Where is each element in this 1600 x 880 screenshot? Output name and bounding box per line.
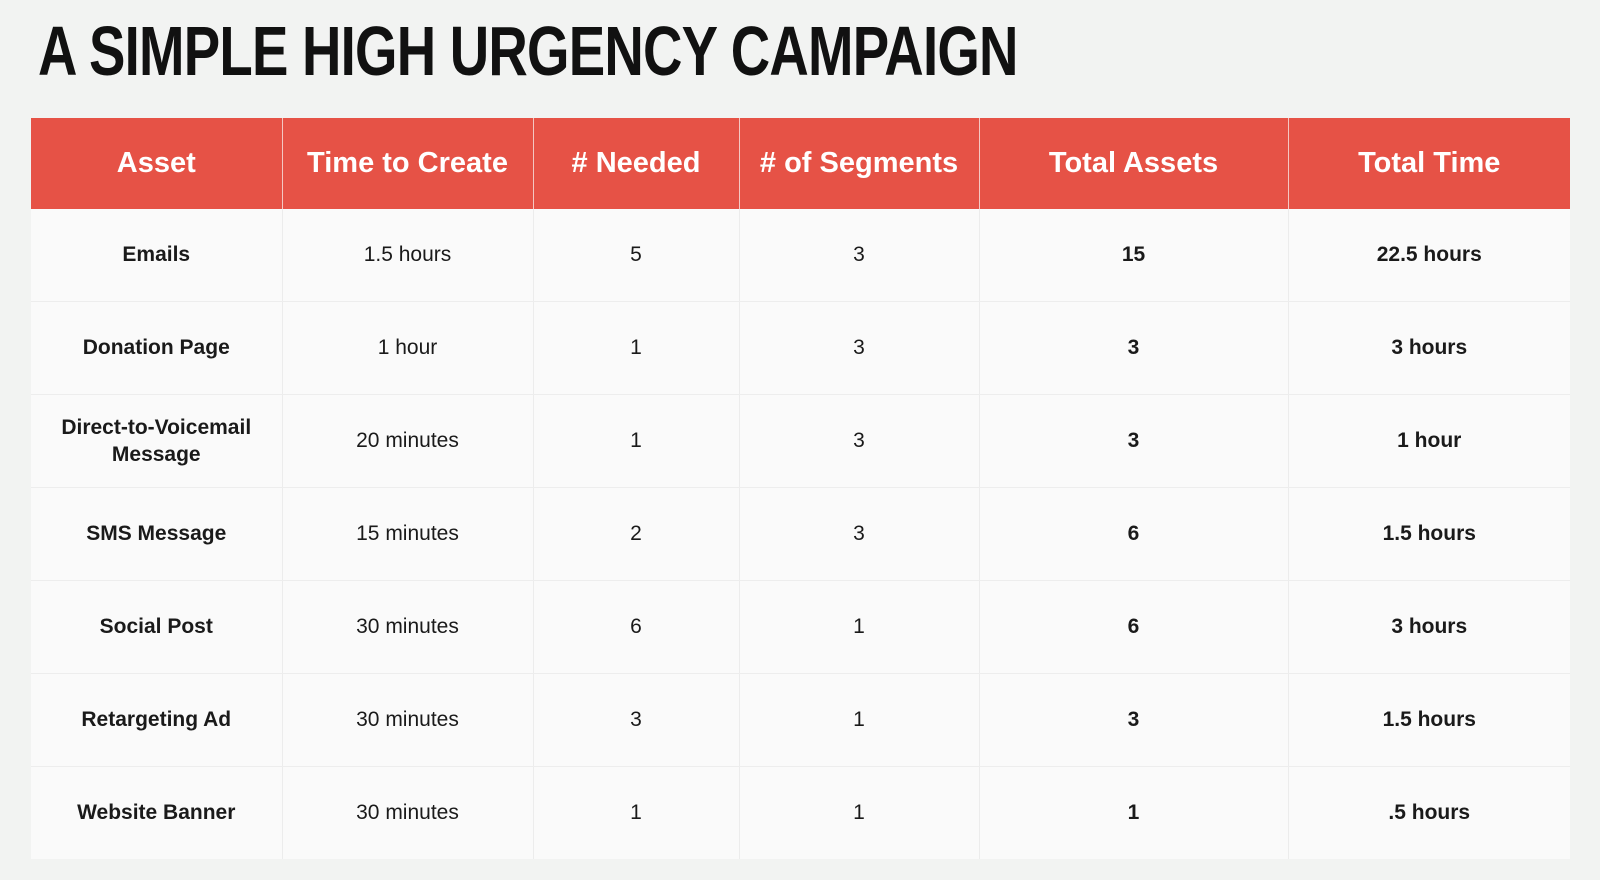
cell-time-to-create: 30 minutes	[282, 766, 534, 859]
cell-total-time: 1 hour	[1288, 394, 1570, 488]
cell-time-to-create: 30 minutes	[282, 673, 534, 767]
cell-number-of-segments: 3	[739, 209, 980, 302]
table-row: Direct-to-Voicemail Message 20 minutes 1…	[31, 394, 1570, 488]
cell-number-needed: 1	[533, 766, 740, 859]
campaign-table-container: Asset Time to Create # Needed # of Segme…	[31, 118, 1570, 859]
table-row: Social Post 30 minutes 6 1 6 3 hours	[31, 580, 1570, 674]
cell-number-needed: 3	[533, 673, 740, 767]
cell-total-assets: 3	[979, 394, 1289, 488]
header-time-to-create: Time to Create	[282, 118, 534, 209]
campaign-table: Asset Time to Create # Needed # of Segme…	[31, 118, 1570, 859]
cell-total-time: 1.5 hours	[1288, 673, 1570, 767]
cell-number-of-segments: 3	[739, 301, 980, 395]
page-title: A SIMPLE HIGH URGENCY CAMPAIGN	[38, 12, 1018, 90]
cell-time-to-create: 20 minutes	[282, 394, 534, 488]
cell-total-time: 22.5 hours	[1288, 209, 1570, 302]
table-row: Emails 1.5 hours 5 3 15 22.5 hours	[31, 209, 1570, 302]
cell-time-to-create: 15 minutes	[282, 487, 534, 581]
header-total-assets: Total Assets	[979, 118, 1289, 209]
cell-asset: Emails	[31, 209, 283, 302]
table-row: Retargeting Ad 30 minutes 3 1 3 1.5 hour…	[31, 673, 1570, 767]
cell-asset: Retargeting Ad	[31, 673, 283, 767]
cell-asset: Social Post	[31, 580, 283, 674]
cell-total-time: 3 hours	[1288, 580, 1570, 674]
cell-total-assets: 15	[979, 209, 1289, 302]
cell-number-needed: 6	[533, 580, 740, 674]
table-header-row: Asset Time to Create # Needed # of Segme…	[31, 118, 1570, 209]
cell-time-to-create: 1 hour	[282, 301, 534, 395]
cell-total-time: 1.5 hours	[1288, 487, 1570, 581]
cell-total-assets: 1	[979, 766, 1289, 859]
cell-time-to-create: 1.5 hours	[282, 209, 534, 302]
cell-number-of-segments: 1	[739, 673, 980, 767]
header-number-of-segments: # of Segments	[739, 118, 980, 209]
cell-number-needed: 5	[533, 209, 740, 302]
cell-total-time: .5 hours	[1288, 766, 1570, 859]
cell-number-needed: 2	[533, 487, 740, 581]
header-number-needed: # Needed	[533, 118, 740, 209]
header-total-time: Total Time	[1288, 118, 1570, 209]
cell-number-of-segments: 1	[739, 766, 980, 859]
cell-time-to-create: 30 minutes	[282, 580, 534, 674]
cell-number-needed: 1	[533, 394, 740, 488]
cell-number-of-segments: 3	[739, 487, 980, 581]
header-asset: Asset	[31, 118, 283, 209]
cell-total-assets: 6	[979, 487, 1289, 581]
cell-total-assets: 6	[979, 580, 1289, 674]
cell-asset: Direct-to-Voicemail Message	[31, 394, 283, 488]
cell-asset: SMS Message	[31, 487, 283, 581]
table-row: SMS Message 15 minutes 2 3 6 1.5 hours	[31, 487, 1570, 581]
cell-asset: Donation Page	[31, 301, 283, 395]
cell-number-needed: 1	[533, 301, 740, 395]
cell-total-assets: 3	[979, 673, 1289, 767]
cell-asset: Website Banner	[31, 766, 283, 859]
cell-number-of-segments: 3	[739, 394, 980, 488]
cell-number-of-segments: 1	[739, 580, 980, 674]
table-row: Website Banner 30 minutes 1 1 1 .5 hours	[31, 766, 1570, 859]
cell-total-time: 3 hours	[1288, 301, 1570, 395]
cell-total-assets: 3	[979, 301, 1289, 395]
table-row: Donation Page 1 hour 1 3 3 3 hours	[31, 301, 1570, 395]
